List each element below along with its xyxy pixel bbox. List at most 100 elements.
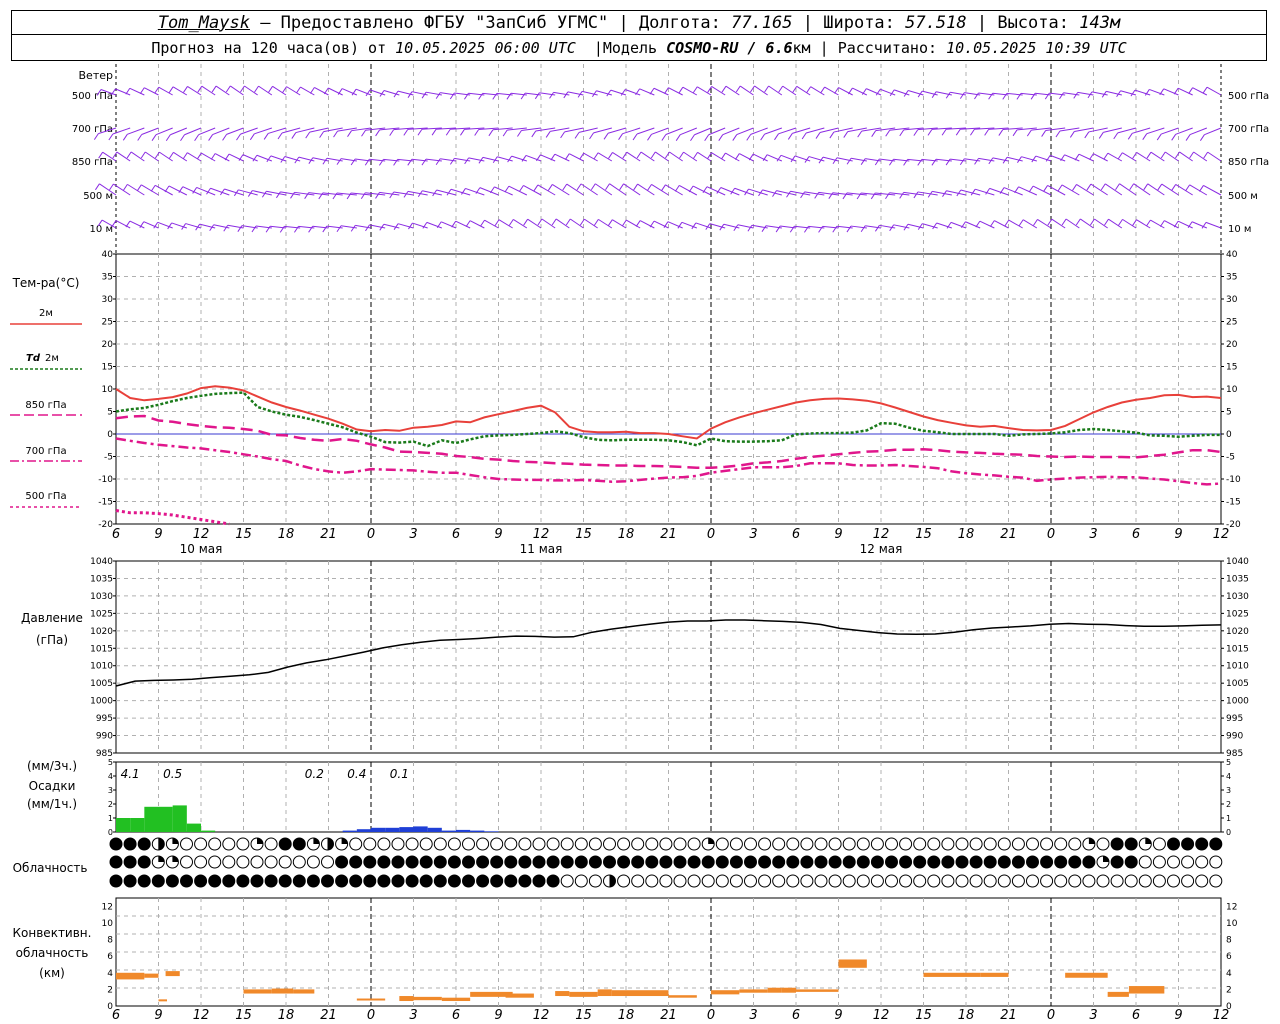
temperature-tick-label-left: 20 <box>102 340 114 350</box>
convective-bar <box>356 998 386 1001</box>
temperature-time-tick-label: 21 <box>660 527 677 542</box>
wind-barb <box>155 127 173 136</box>
wind-barb-feather <box>620 89 626 96</box>
wind-barb-feather <box>621 219 627 227</box>
wind-barb-feather <box>508 219 514 226</box>
pressure-tick-label-right: 990 <box>1226 732 1243 742</box>
cloud-cover-symbol <box>208 874 222 888</box>
wind-barb-feather <box>1100 183 1106 191</box>
wind-barb <box>281 127 301 134</box>
wind-barb <box>711 86 726 96</box>
wind-barb-feather <box>956 189 962 197</box>
wind-barb <box>365 127 386 131</box>
wind-barb-feather <box>860 225 866 233</box>
wind-barb-feather <box>647 134 652 141</box>
convective-tick-label-right: 12 <box>1226 902 1237 912</box>
cloud-cover-symbol <box>729 855 743 869</box>
wind-barb-feather <box>1033 219 1038 226</box>
convective-bar <box>165 971 180 977</box>
cloud-cover-symbol <box>292 855 306 869</box>
wind-barb-feather <box>945 158 951 166</box>
wind-barb-feather <box>579 152 585 160</box>
wind-barb <box>527 218 542 229</box>
wind-barb-feather <box>1199 134 1205 141</box>
wind-barb-feather <box>716 187 722 194</box>
wind-barb-feather <box>336 225 342 233</box>
wind-barb <box>426 221 443 229</box>
wind-barb-feather <box>750 85 755 93</box>
cloud-cover-symbol <box>109 855 123 869</box>
series-pressure-line <box>115 619 1222 687</box>
wind-barb-feather <box>97 219 103 227</box>
wind-barb-feather <box>108 133 114 141</box>
wind-barb-feather <box>774 133 779 141</box>
wind-barb-feather <box>1044 92 1050 100</box>
wind-barb <box>794 155 811 162</box>
wind-barb <box>667 221 683 229</box>
wind-barb <box>1117 127 1137 134</box>
wind-barb <box>541 218 556 229</box>
wind-barb <box>1051 218 1066 229</box>
cloud-cover-symbol <box>631 837 645 851</box>
cloud-cover-symbol <box>1181 874 1195 888</box>
wind-barb-feather <box>721 85 727 93</box>
cloud-cover-symbol <box>828 837 842 851</box>
wind-barb-feather <box>692 86 698 94</box>
wind-barb-feather <box>449 158 455 165</box>
wind-barb-feather <box>520 92 526 100</box>
wind-barb-feather <box>1187 221 1193 229</box>
wind-barb-feather <box>537 218 543 226</box>
wind-barb-feather <box>1060 154 1066 162</box>
cloud-cover-symbol <box>419 837 433 851</box>
pressure-tick-label-right: 1040 <box>1226 557 1249 567</box>
wind-barb <box>567 91 584 96</box>
wind-barb-feather <box>294 156 300 164</box>
convective-bar <box>569 991 598 997</box>
wind-barb <box>593 127 612 134</box>
wind-barb <box>465 187 485 196</box>
wind-barb-feather <box>832 157 838 165</box>
wind-barb <box>1107 152 1123 162</box>
wind-barb-feather <box>333 130 338 138</box>
model-name: COSMO-RU / 6.6 <box>666 38 793 57</box>
cloud-cover-symbol <box>983 837 997 851</box>
wind-barb-feather <box>690 134 695 142</box>
wind-barb-feather <box>449 92 455 100</box>
wind-barb <box>622 127 641 135</box>
cloud-cover-symbol <box>1209 874 1223 888</box>
cloud-cover-symbol <box>899 874 913 888</box>
legend-t2m-label: 2м <box>39 308 53 319</box>
cloud-cover-symbol <box>983 874 997 888</box>
wind-barb <box>936 222 952 229</box>
wind-barb <box>1134 89 1151 96</box>
wind-barb <box>1093 153 1108 162</box>
cloud-cover-symbol <box>588 837 602 851</box>
temperature-tick-label-right: 5 <box>1226 408 1232 418</box>
wind-barb <box>597 152 613 162</box>
convective-time-tick-label: 18 <box>278 1008 295 1023</box>
cloud-cover-symbol <box>659 855 673 869</box>
cloud-cover-symbol <box>1040 855 1054 869</box>
wind-barb-feather <box>1030 93 1036 100</box>
wind-barb-feather <box>1055 130 1061 138</box>
wind-barb-feather <box>889 224 895 232</box>
wind-barb-feather <box>291 132 297 139</box>
wind-barb <box>201 85 216 96</box>
wind-barb-feather <box>931 159 937 166</box>
wind-barb <box>819 127 839 134</box>
pressure-tick-label-right: 1000 <box>1226 697 1249 707</box>
model-label: Модель <box>602 38 658 57</box>
convective-bar <box>158 999 167 1002</box>
wind-barb-feather <box>211 85 217 93</box>
wind-barb-feather <box>885 192 890 200</box>
cloud-cover-quarter <box>1145 838 1152 844</box>
wind-barb-feather <box>475 187 481 194</box>
wind-barb-feather <box>277 132 283 140</box>
cloud-cover-symbol <box>969 837 983 851</box>
wind-barb-feather <box>1002 93 1008 100</box>
separator: | <box>976 12 988 33</box>
wind-barb-feather <box>564 153 570 160</box>
temperature-tick-label-left: 40 <box>102 250 114 260</box>
wind-barb-feather <box>941 128 947 136</box>
wind-barb <box>240 127 258 135</box>
